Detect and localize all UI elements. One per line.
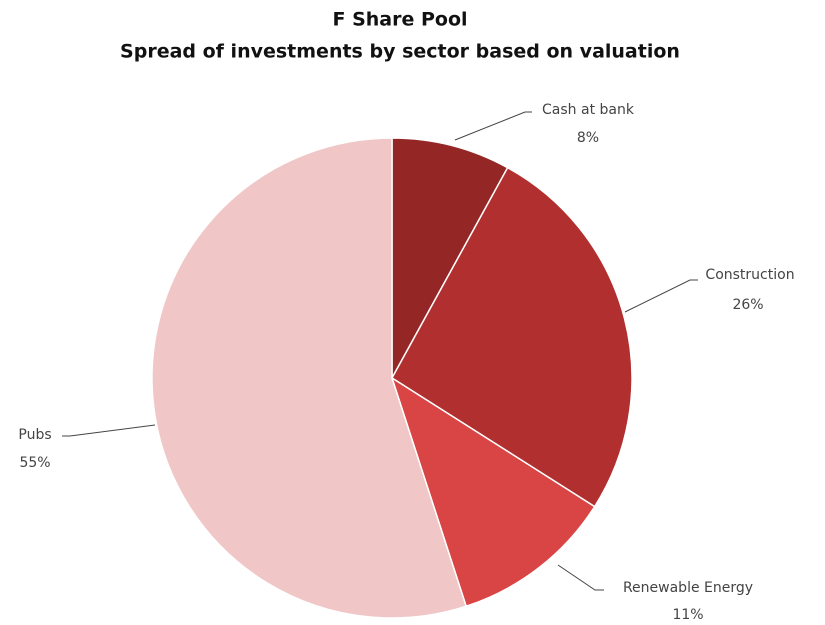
chart-title: F Share Pool [332, 9, 467, 31]
slice-value-label: 26% [732, 297, 763, 313]
pie-slice [391, 137, 509, 379]
slice-label: Cash at bank [542, 102, 635, 118]
slice-label: Pubs [18, 427, 51, 443]
pie-slice [391, 166, 633, 508]
leader-line [454, 111, 532, 141]
slice-label: Renewable Energy [623, 580, 753, 596]
slice-value-label: 8% [577, 130, 599, 146]
leader-line [62, 424, 156, 437]
leader-line [624, 279, 698, 313]
leader-line [557, 564, 604, 591]
slice-label: Construction [705, 267, 794, 283]
slice-value-label: 11% [672, 607, 703, 623]
chart-subtitle: Spread of investments by sector based on… [120, 41, 680, 63]
slice-value-label: 55% [19, 455, 50, 471]
pie-slice [151, 137, 468, 619]
pie-slice [390, 376, 596, 608]
